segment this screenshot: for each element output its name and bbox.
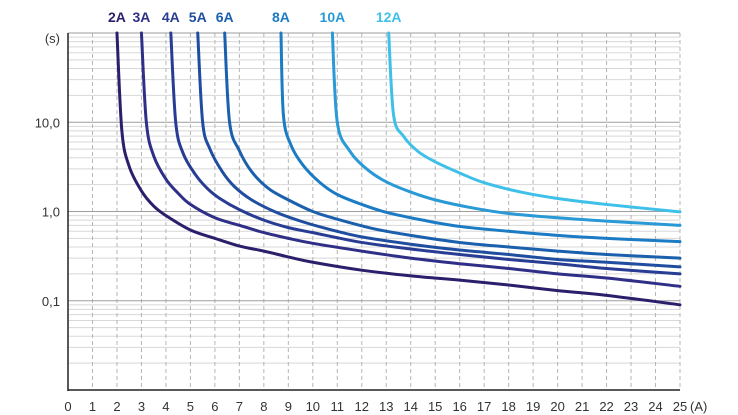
series-line-6a bbox=[223, 31, 682, 260]
x-tick-label: 25 bbox=[673, 399, 687, 414]
x-tick-label: 6 bbox=[211, 399, 218, 414]
x-tick-label: 13 bbox=[379, 399, 393, 414]
x-tick-label: 8 bbox=[260, 399, 267, 414]
legend-label-4a: 4A bbox=[162, 9, 180, 25]
x-tick-label: 4 bbox=[162, 399, 169, 414]
x-tick-label: 20 bbox=[550, 399, 564, 414]
x-tick-label: 15 bbox=[428, 399, 442, 414]
x-tick-label: 7 bbox=[236, 399, 243, 414]
x-tick-label: 2 bbox=[113, 399, 120, 414]
x-tick-label: 24 bbox=[648, 399, 662, 414]
series-line-4a bbox=[169, 31, 682, 276]
legend-label-8a: 8A bbox=[272, 9, 290, 25]
x-tick-label: 0 bbox=[64, 399, 71, 414]
y-tick-label: 0,1 bbox=[42, 294, 60, 309]
x-axis-label: (A) bbox=[690, 399, 707, 414]
x-tick-labels: 0 1 2 3 4 5 6 7 8 9 10 11 12 13 14 15 16 17 18 19 20 21 22 23 24… bbox=[64, 399, 687, 414]
series-layer bbox=[115, 31, 682, 307]
x-tick-label: 21 bbox=[575, 399, 589, 414]
legend: 2A 3A 4A 5A 6A 8A 10A 12A bbox=[108, 9, 402, 25]
series-line-12a bbox=[387, 31, 682, 214]
y-tick-label: 1,0 bbox=[42, 205, 60, 220]
x-tick-label: 5 bbox=[187, 399, 194, 414]
x-tick-label: 11 bbox=[331, 399, 345, 414]
grid-minor bbox=[68, 36, 680, 364]
x-tick-label: 23 bbox=[624, 399, 638, 414]
x-tick-label: 14 bbox=[403, 399, 417, 414]
legend-label-12a: 12A bbox=[376, 9, 402, 25]
y-tick-label: 10,0 bbox=[35, 115, 60, 130]
legend-label-6a: 6A bbox=[216, 9, 234, 25]
series-line-10a bbox=[330, 31, 682, 227]
x-tick-label: 22 bbox=[599, 399, 613, 414]
x-tick-label: 18 bbox=[501, 399, 515, 414]
series-line-3a bbox=[139, 31, 682, 288]
series-line-5a bbox=[196, 31, 682, 269]
y-axis-label: (s) bbox=[45, 31, 60, 46]
x-tick-label: 9 bbox=[285, 399, 292, 414]
x-tick-label: 10 bbox=[306, 399, 320, 414]
legend-label-5a: 5A bbox=[189, 9, 207, 25]
x-tick-label: 12 bbox=[355, 399, 369, 414]
x-tick-label: 1 bbox=[89, 399, 96, 414]
x-tick-label: 19 bbox=[526, 399, 540, 414]
x-tick-label: 17 bbox=[477, 399, 491, 414]
legend-label-10a: 10A bbox=[320, 9, 346, 25]
x-tick-label: 16 bbox=[452, 399, 466, 414]
series-line-8a bbox=[279, 31, 682, 244]
x-tick-label: 3 bbox=[138, 399, 145, 414]
legend-label-2a: 2A bbox=[108, 9, 126, 25]
series-line-2a bbox=[115, 31, 682, 307]
legend-label-3a: 3A bbox=[132, 9, 150, 25]
axes bbox=[67, 33, 680, 391]
y-tick-labels: 10,0 1,0 0,1 bbox=[35, 115, 60, 309]
